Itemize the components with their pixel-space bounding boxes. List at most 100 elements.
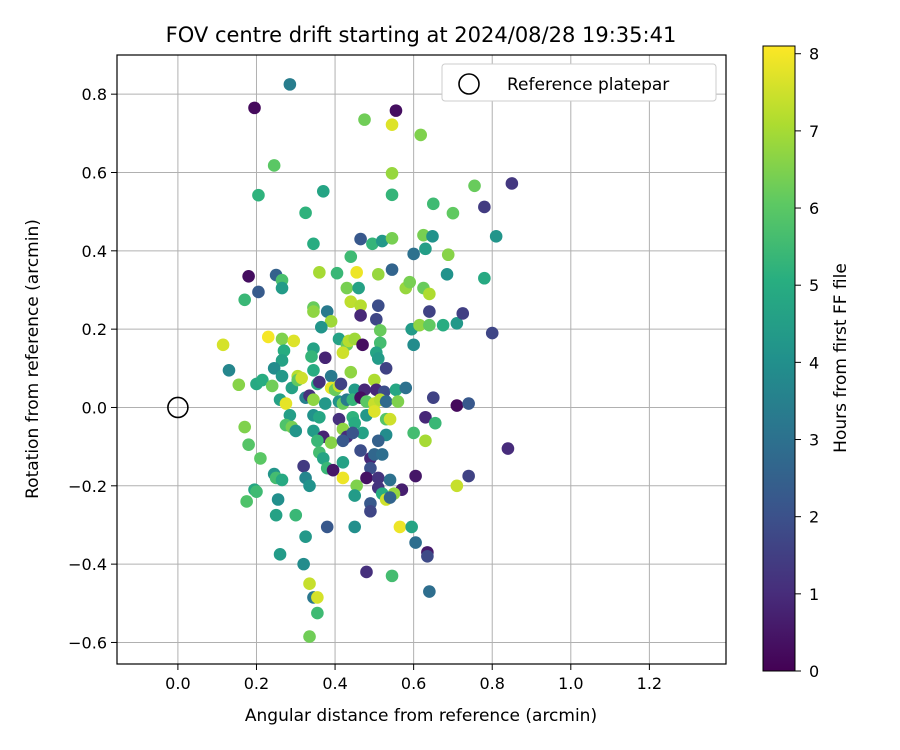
reference-platepar-marker [167, 396, 189, 419]
data-point [366, 237, 379, 251]
data-point [242, 269, 255, 283]
data-point [313, 410, 326, 424]
data-point [256, 373, 269, 387]
data-point [419, 434, 432, 448]
data-point [385, 118, 399, 132]
x-tick-label: 0.8 [479, 674, 504, 693]
x-tick-label: 1.0 [558, 674, 583, 693]
data-point [316, 184, 330, 198]
data-point [252, 285, 265, 299]
data-point [485, 326, 499, 340]
data-point [407, 426, 420, 440]
colorbar-label: Hours from first FF file [831, 263, 851, 453]
data-point [232, 378, 246, 392]
data-point [242, 438, 255, 451]
data-point [356, 426, 369, 440]
data-points [216, 78, 519, 643]
data-point [269, 508, 283, 522]
data-point [275, 332, 289, 346]
data-point [489, 230, 503, 243]
data-point [478, 200, 491, 214]
data-point [297, 557, 310, 571]
data-point [334, 377, 348, 391]
data-point [356, 338, 369, 352]
legend-marker-icon [458, 73, 480, 95]
data-point [407, 247, 420, 261]
data-point [316, 452, 330, 465]
x-tick-label: 0.0 [165, 674, 190, 693]
y-tick-label: 0.4 [82, 242, 107, 261]
data-point [373, 324, 387, 337]
data-point [238, 293, 251, 307]
data-point [414, 128, 428, 142]
data-point [277, 344, 291, 357]
x-axis-label: Angular distance from reference (arcmin) [245, 706, 597, 726]
data-point [385, 569, 399, 583]
data-point [371, 299, 385, 312]
data-point [250, 485, 263, 498]
data-point [399, 381, 413, 395]
colorbar-tick-label: 7 [809, 122, 819, 141]
data-point [222, 363, 236, 377]
data-point [283, 78, 297, 91]
data-point [273, 548, 287, 561]
data-point [354, 299, 367, 312]
data-point [216, 338, 230, 352]
data-point [383, 412, 397, 426]
data-point [275, 281, 289, 295]
data-point [318, 397, 332, 410]
data-point [419, 242, 432, 256]
legend-label: Reference platepar [507, 75, 669, 95]
colorbar-tick-label: 4 [809, 353, 819, 372]
data-point [311, 591, 324, 604]
data-point [283, 409, 297, 422]
gridlines [117, 55, 726, 664]
data-point [364, 504, 377, 518]
y-tick-label: 0.6 [82, 163, 107, 182]
data-point [383, 473, 397, 487]
data-point [261, 330, 275, 344]
chart-title: FOV centre drift starting at 2024/08/28 … [166, 23, 677, 47]
data-point [385, 263, 399, 276]
data-point [240, 495, 253, 508]
data-point [289, 508, 303, 522]
y-tick-label: 0.2 [82, 320, 107, 339]
data-point [450, 479, 464, 493]
data-point [440, 268, 454, 281]
data-point [254, 452, 267, 465]
data-point [332, 412, 346, 426]
data-point [409, 469, 422, 483]
data-point [320, 520, 334, 534]
data-point [426, 391, 440, 404]
data-point [379, 395, 393, 408]
data-point [383, 491, 397, 504]
data-point [303, 630, 316, 643]
data-point [441, 248, 455, 262]
data-point [354, 232, 367, 246]
colorbar-gradient [762, 45, 796, 672]
data-point [478, 271, 491, 285]
data-point [354, 444, 367, 457]
data-point [311, 606, 324, 620]
data-point [354, 309, 367, 322]
data-point [391, 395, 405, 408]
data-point [501, 442, 515, 455]
data-point [423, 585, 436, 598]
data-point [385, 188, 399, 202]
x-axis: 0.0 0.2 0.4 0.6 0.8 1.0 1.2 [165, 664, 662, 693]
data-point [350, 479, 363, 493]
data-point [336, 456, 350, 469]
data-point [305, 350, 318, 363]
data-point [275, 473, 289, 487]
data-point [352, 281, 365, 295]
data-point [348, 416, 362, 430]
data-point [318, 351, 332, 365]
colorbar-tick-label: 5 [809, 276, 819, 295]
y-tick-label: −0.4 [68, 555, 107, 574]
colorbar: 0 1 2 3 4 5 6 7 8 Hours from first FF file [762, 45, 851, 681]
data-point [275, 369, 289, 383]
data-point [505, 177, 519, 190]
data-point [358, 113, 371, 126]
y-tick-label: −0.6 [68, 633, 107, 652]
data-point [252, 188, 265, 202]
